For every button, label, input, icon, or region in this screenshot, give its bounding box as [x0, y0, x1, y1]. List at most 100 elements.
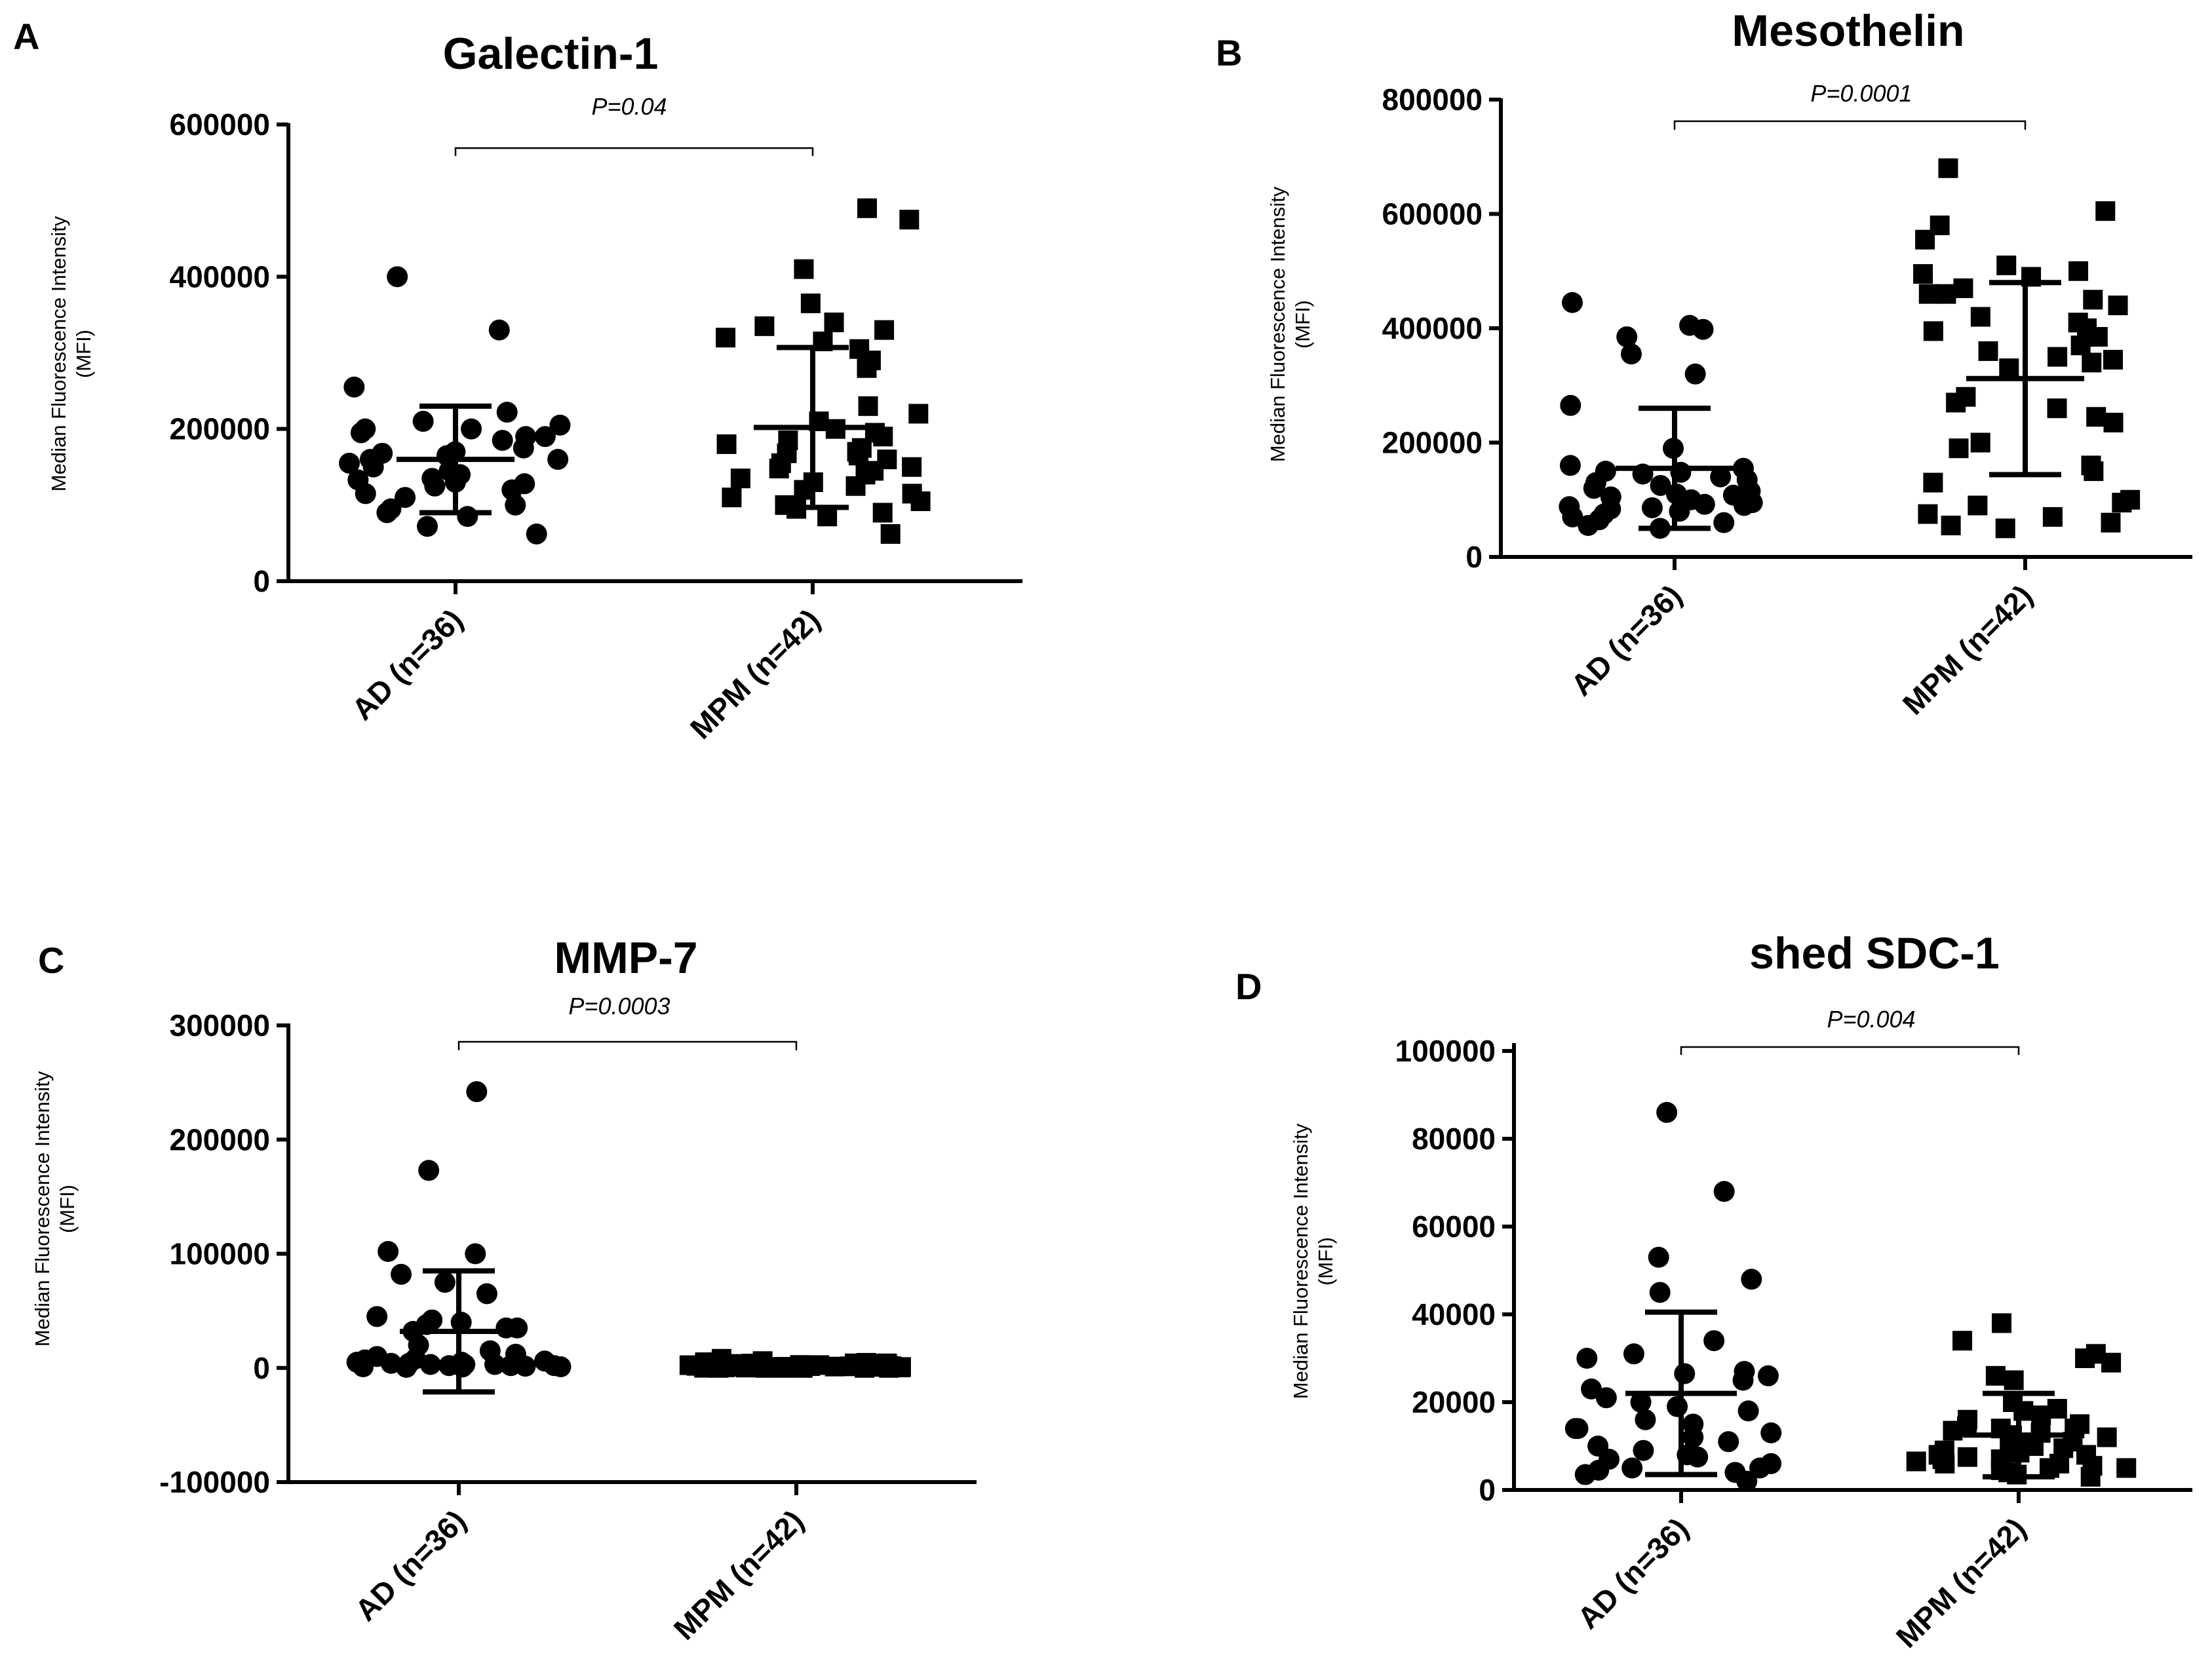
data-point-circle: [461, 418, 482, 440]
data-point-square: [874, 320, 895, 340]
significance-bracket: [457, 1040, 798, 1050]
data-point-square: [2084, 461, 2104, 482]
data-point-circle: [534, 426, 556, 448]
data-point-square: [1943, 1421, 1963, 1441]
data-point-square: [794, 259, 814, 279]
data-point-square: [858, 396, 878, 416]
data-point-square: [1938, 158, 1958, 178]
y-tick-label: 60000: [1412, 1210, 1496, 1244]
data-point-square: [2101, 512, 2121, 533]
data-point-circle: [1760, 1422, 1782, 1443]
data-point-square: [1999, 358, 2019, 379]
data-point-square: [2070, 335, 2091, 356]
data-point-circle: [418, 1160, 440, 1181]
data-point-circle: [391, 1263, 412, 1285]
chart-title: MMP-7: [554, 933, 697, 983]
x-tick-label: AD (n=36): [345, 602, 469, 726]
data-point-circle: [1757, 1365, 1779, 1386]
y-tick-label: 20000: [1412, 1385, 1496, 1419]
data-point-circle: [362, 456, 384, 478]
data-points: [339, 198, 931, 544]
data-point-square: [1953, 278, 1973, 298]
y-tick-label: 200000: [170, 412, 271, 446]
x-tick-label: MPM (n=42): [667, 1503, 810, 1646]
data-point-circle: [1576, 1348, 1598, 1369]
p-value-label: P=0.0003: [568, 993, 670, 1020]
data-point-square: [2047, 347, 2068, 367]
data-point-square: [2108, 296, 2128, 316]
data-point-square: [754, 316, 775, 336]
data-point-square: [1978, 341, 1998, 361]
data-point-square: [1946, 392, 1966, 413]
y-axis-label-line2: (MFI): [56, 1185, 79, 1233]
data-point-square: [1949, 438, 1969, 459]
data-point-square: [1985, 1365, 2006, 1386]
data-point-square: [2042, 506, 2063, 527]
data-point-circle: [434, 1272, 456, 1293]
data-point-circle: [513, 437, 534, 459]
data-point-circle: [1616, 326, 1638, 348]
significance-bracket: [1680, 1046, 2020, 1055]
data-point-circle: [466, 1081, 488, 1103]
y-tick-label: 100000: [170, 1237, 271, 1271]
x-ticks: AD (n=36) MPM (n=42): [345, 581, 826, 746]
y-tick-label: 400000: [1382, 311, 1483, 345]
panel-a: A Galectin-1 P=0.04 Median Fluorescence …: [13, 16, 1022, 746]
data-point-circle: [1682, 1426, 1704, 1448]
p-value-label: P=0.004: [1827, 1006, 1915, 1033]
data-point-square: [2103, 412, 2124, 432]
data-point-circle: [465, 1243, 486, 1265]
data-point-circle: [496, 402, 518, 423]
data-point-square: [2086, 407, 2106, 427]
data-point-circle: [507, 1317, 528, 1339]
data-point-square: [1970, 307, 1990, 327]
data-point-square: [1918, 284, 1939, 304]
data-point-square: [873, 427, 893, 447]
data-point-circle: [1713, 512, 1735, 533]
data-point-circle: [526, 523, 547, 544]
data-point-square: [2075, 1348, 2095, 1368]
y-axis-label-line2: (MFI): [1291, 300, 1314, 349]
significance-bracket: [454, 147, 814, 156]
data-point-circle: [1656, 1101, 1678, 1123]
y-axis-label-line1: Median Fluorescence Intensity: [1289, 1123, 1312, 1399]
data-point-square: [910, 491, 931, 512]
y-ticks: 0 200000 400000 600000 800000: [1382, 83, 1501, 574]
y-tick-label: 600000: [170, 107, 271, 142]
data-point-square: [1970, 432, 1990, 453]
y-tick-label: 0: [1479, 1473, 1496, 1507]
y-tick-label: 0: [253, 1351, 270, 1385]
data-point-circle: [1630, 1392, 1652, 1413]
data-point-circle: [424, 475, 446, 497]
data-point-circle: [1687, 1446, 1709, 1468]
data-point-circle: [1703, 1330, 1725, 1352]
y-axis-label-line1: Median Fluorescence Intensity: [1266, 186, 1289, 462]
data-point-square: [1913, 264, 1933, 284]
data-point-circle: [1621, 1457, 1643, 1479]
data-point-circle: [1567, 1418, 1589, 1440]
chart-title: Galectin-1: [443, 29, 659, 79]
data-point-circle: [353, 1356, 374, 1378]
panel-b: B Mesothelin P=0.0001 Median Fluorescenc…: [1216, 6, 2192, 721]
data-point-square: [1936, 284, 1956, 304]
data-point-circle: [395, 1356, 417, 1378]
data-point-circle: [1667, 1396, 1688, 1417]
data-point-circle: [476, 1283, 497, 1305]
x-ticks: AD (n=36) MPM (n=42): [1564, 557, 2039, 721]
data-point-circle: [1713, 1181, 1735, 1202]
data-point-circle: [339, 452, 360, 474]
data-point-square: [2083, 290, 2103, 310]
data-point-square: [2068, 261, 2089, 281]
data-point-circle: [376, 502, 398, 524]
data-point-circle: [457, 506, 478, 527]
y-tick-label: 40000: [1412, 1297, 1496, 1331]
data-point-square: [1915, 229, 1935, 250]
data-point-circle: [484, 1354, 506, 1375]
data-point-circle: [505, 494, 526, 516]
y-tick-label: 400000: [170, 259, 271, 294]
y-ticks: 0 200000 400000 600000: [170, 107, 288, 598]
data-point-circle: [1635, 1409, 1656, 1430]
data-point-square: [2097, 1427, 2117, 1447]
data-point-circle: [387, 266, 408, 288]
